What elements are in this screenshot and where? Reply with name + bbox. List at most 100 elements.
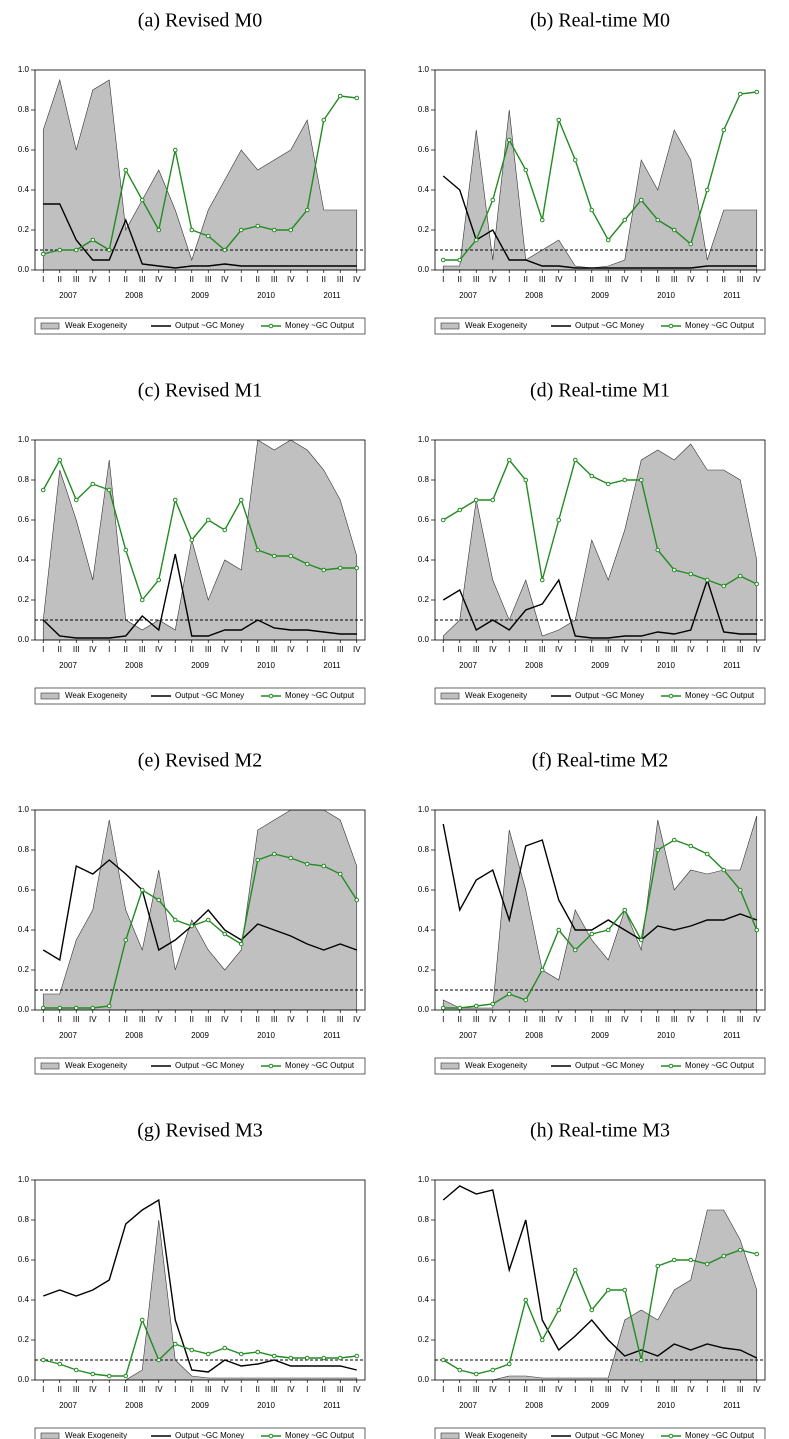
- marker: [172, 1341, 178, 1347]
- x-tick-label: IV: [353, 275, 361, 284]
- y-tick-label: 0.0: [418, 265, 430, 274]
- marker: [139, 887, 145, 893]
- y-tick-label: 1.0: [418, 435, 430, 444]
- area: [442, 109, 758, 271]
- year-label: 2008: [525, 1401, 543, 1410]
- panel-title: (d) Real-time M1: [530, 380, 670, 402]
- marker: [57, 1005, 63, 1011]
- legend-label: Output ~GC Money: [175, 321, 244, 330]
- x-tick-label: III: [737, 645, 744, 654]
- x-tick-label: IV: [221, 1385, 229, 1394]
- legend-swatch: [40, 1062, 60, 1070]
- marker: [671, 227, 677, 233]
- marker: [238, 941, 244, 947]
- x-tick-label: I: [706, 1015, 708, 1024]
- x-tick-label: III: [337, 275, 344, 284]
- marker: [523, 167, 529, 173]
- marker: [506, 991, 512, 997]
- marker: [90, 237, 96, 243]
- marker: [556, 117, 562, 123]
- year-label: 2008: [125, 1401, 143, 1410]
- marker: [572, 1267, 578, 1273]
- x-tick-label: II: [722, 1385, 726, 1394]
- x-tick-label: II: [322, 1015, 326, 1024]
- year-label: 2007: [459, 1401, 477, 1410]
- y-tick-label: 0.6: [18, 885, 30, 894]
- year-label: 2008: [125, 1031, 143, 1040]
- marker: [321, 863, 327, 869]
- marker: [589, 1307, 595, 1313]
- marker: [737, 1247, 743, 1253]
- line: [442, 577, 757, 639]
- x-tick-label: I: [42, 1015, 44, 1024]
- x-tick-label: II: [722, 645, 726, 654]
- marker: [337, 871, 343, 877]
- year-label: 2009: [591, 1401, 609, 1410]
- x-tick-label: III: [271, 645, 278, 654]
- marker: [572, 457, 578, 463]
- x-tick-label: I: [574, 275, 576, 284]
- line: [443, 91, 757, 261]
- year-label: 2011: [723, 661, 741, 670]
- x-tick-label: III: [539, 1385, 546, 1394]
- panel-title: (c) Revised M1: [138, 380, 262, 402]
- x-tick-label: II: [256, 275, 260, 284]
- year-label: 2010: [657, 661, 675, 670]
- legend-label: Money ~GC Output: [285, 691, 355, 700]
- marker: [556, 927, 562, 933]
- marker: [572, 157, 578, 163]
- x-tick-label: II: [458, 1015, 462, 1024]
- y-tick-label: 0.6: [18, 1255, 30, 1264]
- marker: [704, 187, 710, 193]
- x-tick-label: IV: [687, 275, 695, 284]
- marker: [90, 1371, 96, 1377]
- marker: [506, 457, 512, 463]
- x-tick-label: IV: [687, 645, 695, 654]
- y-tick-label: 0.2: [418, 595, 430, 604]
- legend-label: Weak Exogeneity: [65, 321, 127, 330]
- legend-label: Output ~GC Money: [175, 691, 244, 700]
- x-tick-label: II: [124, 1015, 128, 1024]
- legend-box: [434, 687, 766, 705]
- x-tick-label: I: [706, 1385, 708, 1394]
- line: [442, 823, 757, 941]
- x-tick-label: IV: [287, 1015, 295, 1024]
- marker: [337, 93, 343, 99]
- legend-marker: [668, 1433, 674, 1439]
- marker: [506, 137, 512, 143]
- legend-label: Money ~GC Output: [685, 1431, 755, 1439]
- marker: [123, 1373, 129, 1379]
- x-tick-label: III: [139, 1385, 146, 1394]
- year-label: 2010: [657, 1401, 675, 1410]
- x-tick-label: II: [590, 645, 594, 654]
- marker: [589, 207, 595, 213]
- x-tick-label: III: [605, 645, 612, 654]
- x-tick-label: II: [322, 1385, 326, 1394]
- marker: [704, 851, 710, 857]
- x-tick-label: II: [190, 645, 194, 654]
- x-tick-label: III: [671, 1385, 678, 1394]
- marker: [354, 1353, 360, 1359]
- year-label: 2008: [125, 291, 143, 300]
- x-tick-label: IV: [155, 645, 163, 654]
- y-tick-label: 0.6: [418, 145, 430, 154]
- y-tick-label: 0.6: [418, 1255, 430, 1264]
- x-tick-label: IV: [155, 1015, 163, 1024]
- x-tick-label: I: [174, 275, 176, 284]
- marker: [605, 1287, 611, 1293]
- x-tick-label: II: [190, 1015, 194, 1024]
- x-tick-label: I: [108, 1385, 110, 1394]
- legend-box: [434, 1057, 766, 1075]
- panel-title: (e) Revised M2: [138, 750, 262, 772]
- marker: [737, 91, 743, 97]
- marker: [271, 1353, 277, 1359]
- x-tick-label: IV: [155, 275, 163, 284]
- x-tick-label: IV: [687, 1385, 695, 1394]
- legend-marker: [268, 323, 274, 329]
- marker: [721, 1253, 727, 1259]
- marker: [288, 1355, 294, 1361]
- marker: [523, 477, 529, 483]
- year-label: 2010: [257, 1031, 275, 1040]
- x-tick-label: III: [473, 645, 480, 654]
